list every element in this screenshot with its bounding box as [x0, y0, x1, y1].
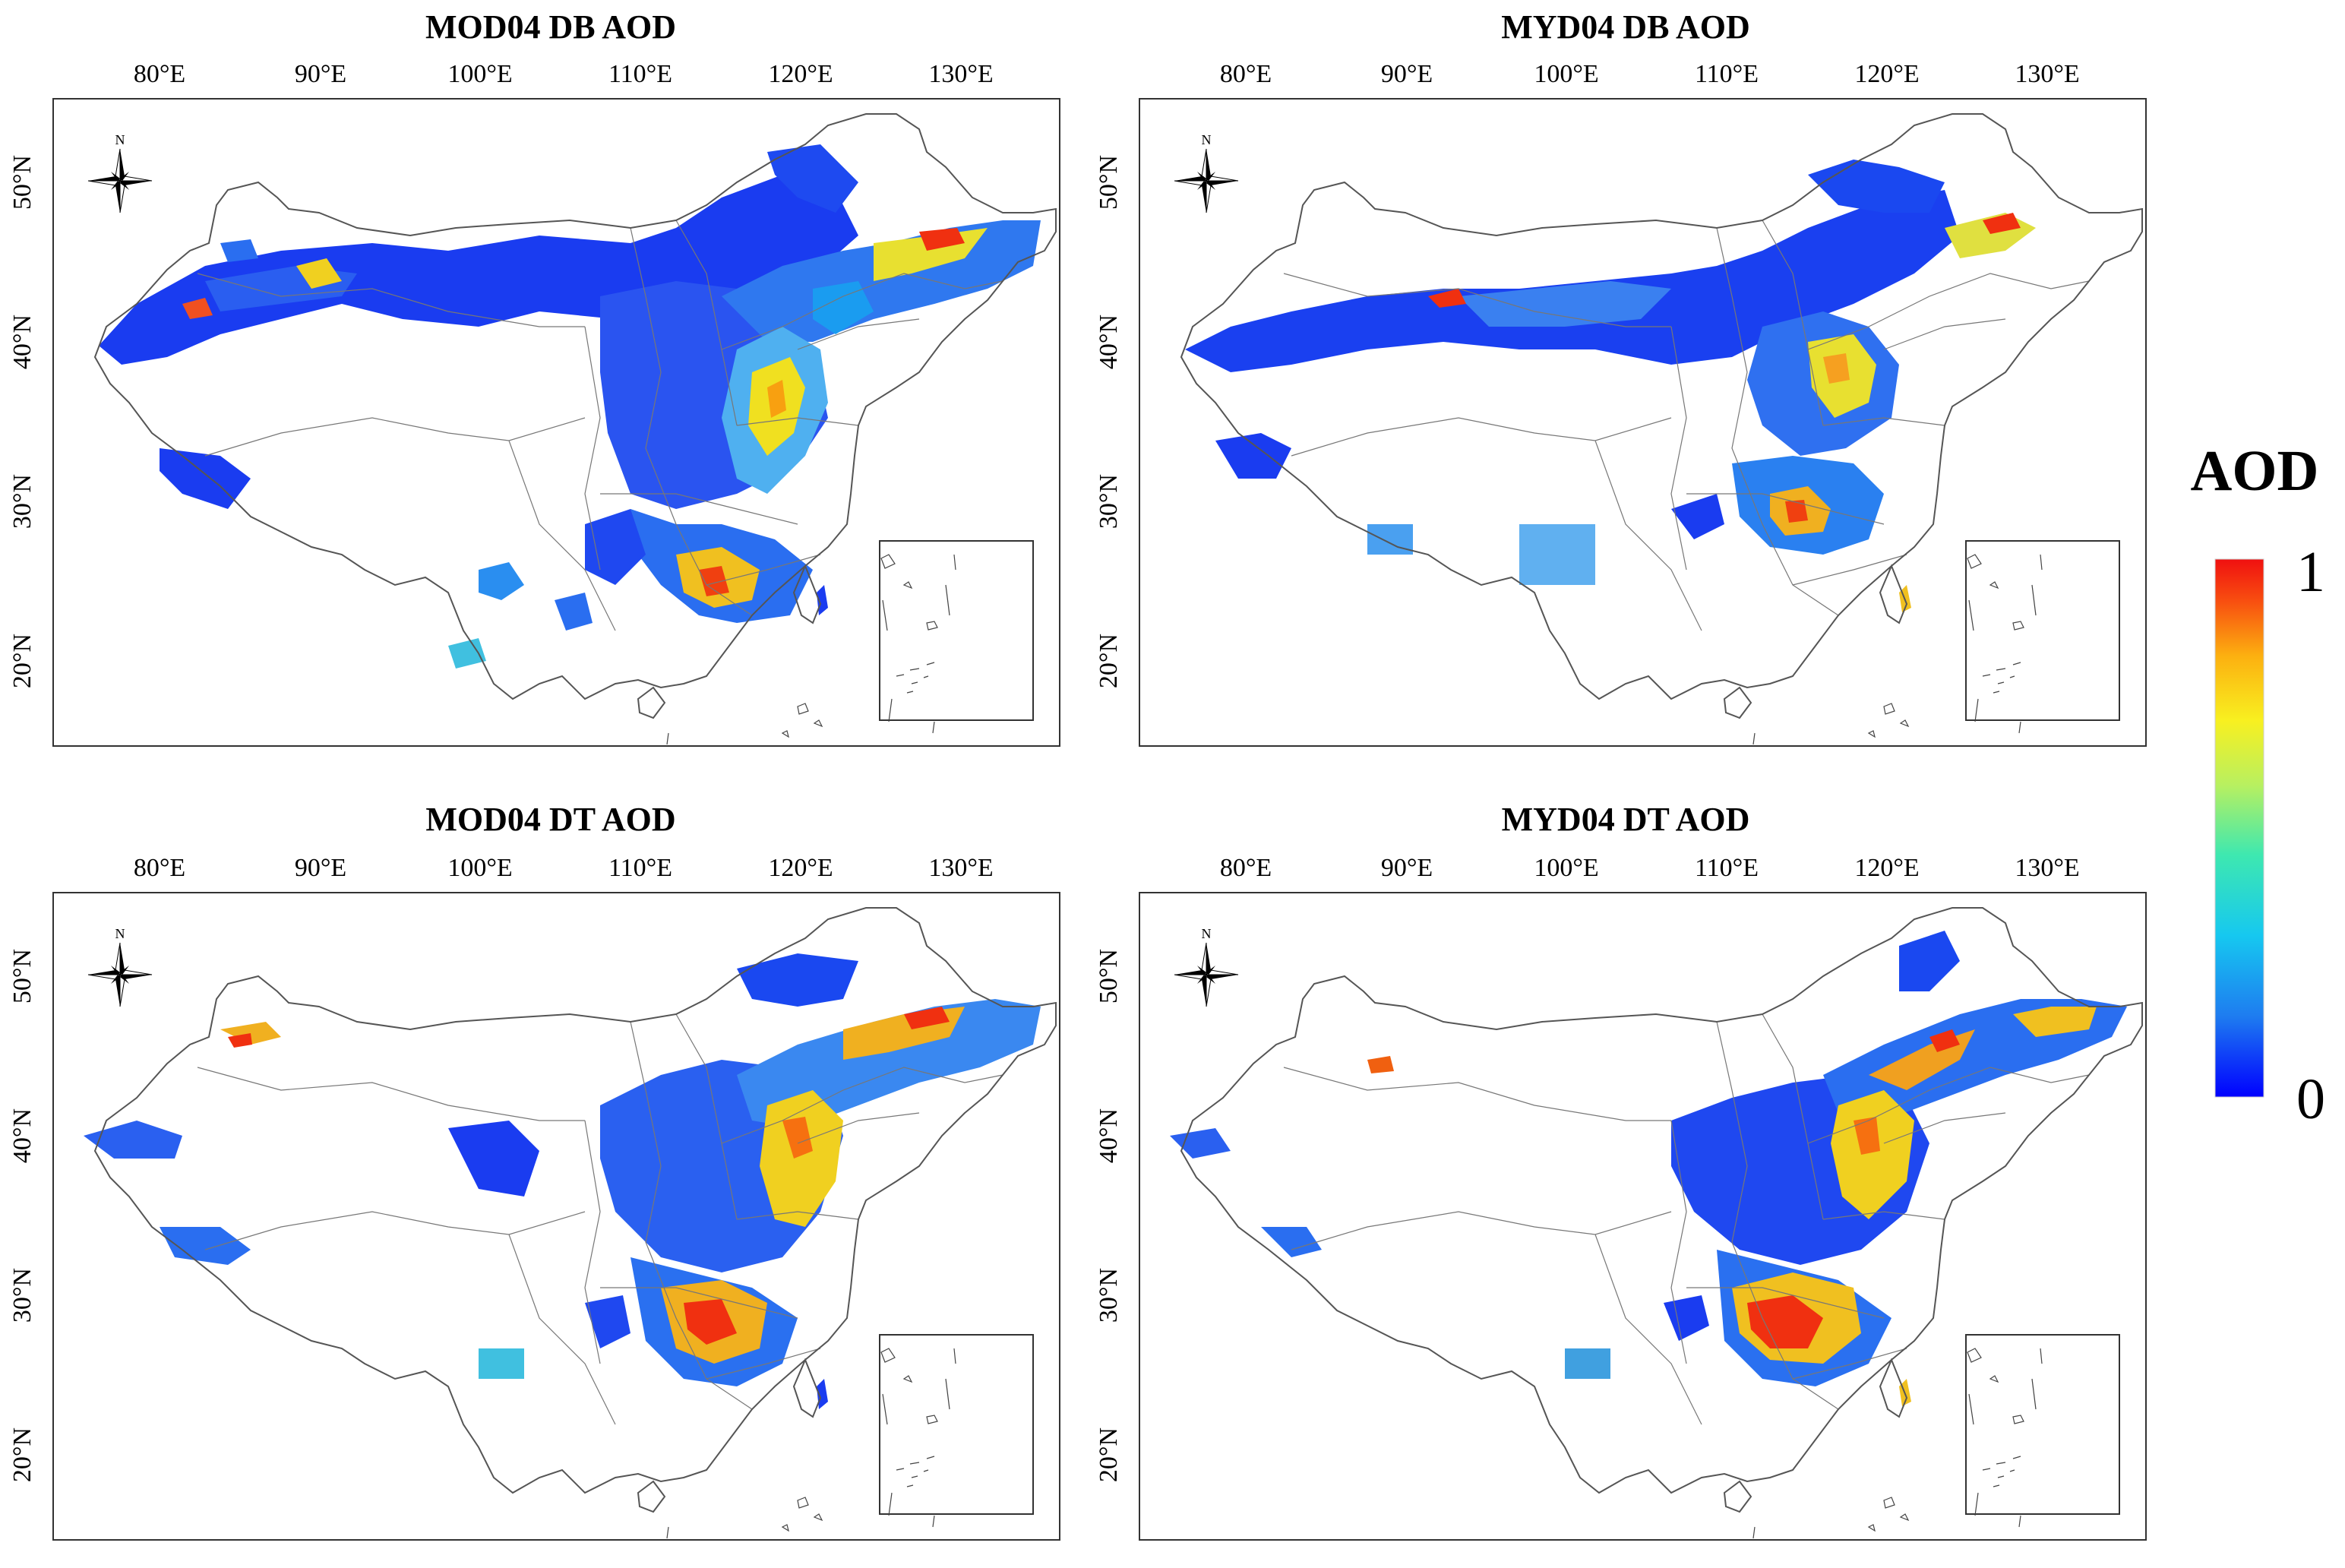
inset-frame — [879, 540, 1034, 721]
lat-tick-labels: 50°N 40°N 30°N 20°N — [8, 949, 36, 1482]
lon-tick-80: 80°E — [1220, 60, 1272, 88]
north-arrow-label: N — [1202, 926, 1212, 941]
lat-tick-labels: 50°N 40°N 30°N 20°N — [1095, 949, 1123, 1482]
lat-tick-labels: 50°N 40°N 30°N 20°N — [8, 155, 36, 688]
colorbar-max-label: 1 — [2296, 540, 2325, 604]
inset-frame — [1965, 540, 2120, 721]
inset-frame — [1965, 1334, 2120, 1515]
lon-tick-80: 80°E — [134, 854, 185, 882]
colorbar: AOD 1 0 — [2191, 439, 2325, 1131]
lon-tick-90: 90°E — [295, 854, 346, 882]
lon-tick-130: 130°E — [2015, 60, 2079, 88]
lat-tick-30: 30°N — [1095, 1268, 1123, 1323]
lon-tick-130: 130°E — [928, 854, 993, 882]
lon-tick-100: 100°E — [1534, 60, 1598, 88]
lat-tick-20: 20°N — [1095, 1427, 1123, 1482]
lon-tick-labels: 80°E 90°E 100°E 110°E 120°E 130°E — [1220, 60, 2080, 88]
lon-tick-120: 120°E — [768, 854, 833, 882]
lat-tick-30: 30°N — [1095, 474, 1123, 529]
panel-title: MYD04 DB AOD — [1501, 8, 1750, 46]
lon-tick-110: 110°E — [608, 60, 672, 88]
lat-tick-30: 30°N — [8, 1268, 36, 1323]
north-arrow: N — [87, 926, 153, 1007]
lon-tick-110: 110°E — [1695, 60, 1759, 88]
panel-myd04-db: MYD04 DB AOD 80°E 90°E 100°E 110°E 120°E… — [1095, 8, 2147, 747]
lon-tick-100: 100°E — [447, 854, 512, 882]
lat-tick-20: 20°N — [8, 1427, 36, 1482]
lon-tick-110: 110°E — [608, 854, 672, 882]
lat-tick-20: 20°N — [8, 634, 36, 688]
lon-tick-130: 130°E — [928, 60, 993, 88]
lon-tick-labels: 80°E 90°E 100°E 110°E 120°E 130°E — [1220, 854, 2080, 882]
lat-tick-30: 30°N — [8, 474, 36, 529]
lon-tick-120: 120°E — [768, 60, 833, 88]
colorbar-gradient — [2214, 558, 2264, 1098]
lon-tick-110: 110°E — [1695, 854, 1759, 882]
lon-tick-90: 90°E — [295, 60, 346, 88]
lat-tick-50: 50°N — [8, 949, 36, 1004]
lon-tick-90: 90°E — [1381, 854, 1433, 882]
lat-tick-40: 40°N — [8, 1108, 36, 1163]
lat-tick-40: 40°N — [1095, 1108, 1123, 1163]
lon-tick-120: 120°E — [1854, 854, 1919, 882]
lon-tick-labels: 80°E 90°E 100°E 110°E 120°E 130°E — [134, 854, 994, 882]
lat-tick-50: 50°N — [8, 155, 36, 210]
colorbar-title: AOD — [2191, 439, 2319, 503]
north-arrow: N — [1174, 926, 1239, 1007]
lon-tick-80: 80°E — [1220, 854, 1272, 882]
lat-tick-50: 50°N — [1095, 155, 1123, 210]
aod-raster — [99, 144, 1041, 669]
panel-mod04-db: MOD04 DB AOD 80°E 90°E 100°E 110°E 120°E… — [8, 8, 1060, 747]
lon-tick-90: 90°E — [1381, 60, 1433, 88]
north-arrow: N — [1174, 132, 1239, 213]
lat-tick-20: 20°N — [1095, 634, 1123, 688]
lon-tick-100: 100°E — [447, 60, 512, 88]
lon-tick-130: 130°E — [2015, 854, 2079, 882]
panel-title: MYD04 DT AOD — [1502, 801, 1750, 838]
north-arrow: N — [87, 132, 153, 213]
north-arrow-label: N — [115, 926, 125, 941]
panel-title: MOD04 DB AOD — [425, 8, 676, 46]
inset-frame — [879, 1334, 1034, 1515]
colorbar-min-label: 0 — [2296, 1067, 2325, 1131]
panel-mod04-dt: MOD04 DT AOD 80°E 90°E 100°E 110°E 120°E… — [8, 801, 1060, 1541]
lon-tick-120: 120°E — [1854, 60, 1919, 88]
lat-tick-40: 40°N — [1095, 315, 1123, 369]
north-arrow-label: N — [115, 132, 125, 147]
lat-tick-labels: 50°N 40°N 30°N 20°N — [1095, 155, 1123, 688]
panel-title: MOD04 DT AOD — [425, 801, 675, 838]
lon-tick-labels: 80°E 90°E 100°E 110°E 120°E 130°E — [134, 60, 994, 88]
lat-tick-50: 50°N — [1095, 949, 1123, 1004]
aod-raster — [84, 953, 1041, 1409]
lon-tick-100: 100°E — [1534, 854, 1598, 882]
lon-tick-80: 80°E — [134, 60, 185, 88]
lat-tick-40: 40°N — [8, 315, 36, 369]
panel-myd04-dt: MYD04 DT AOD 80°E 90°E 100°E 110°E 120°E… — [1095, 801, 2147, 1541]
north-arrow-label: N — [1202, 132, 1212, 147]
